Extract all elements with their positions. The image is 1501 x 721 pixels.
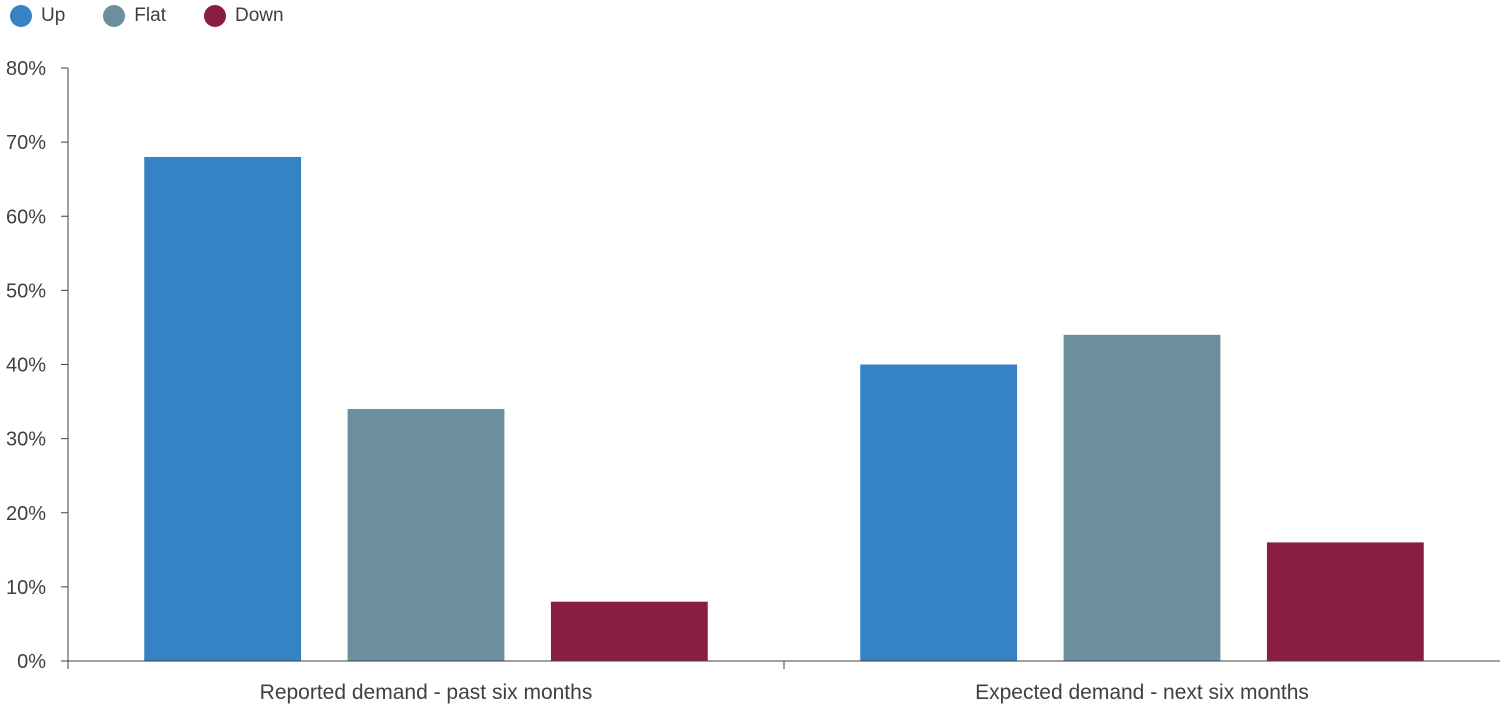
x-category-label: Expected demand - next six months — [975, 681, 1309, 704]
bar-flat-2 — [1063, 334, 1221, 661]
y-tick-label: 50% — [6, 280, 46, 302]
legend-item-down: Down — [203, 5, 284, 27]
bar-down-2 — [1266, 542, 1424, 661]
legend-label-down: Down — [234, 5, 284, 26]
bar-group — [144, 156, 1424, 661]
x-axis: Reported demand - past six months Expecte… — [68, 660, 1500, 704]
chart-legend: Up Flat Down — [10, 3, 322, 29]
y-axis: 0% 10% 20% 30% 40% 50% 60% 70% 80% — [6, 58, 69, 673]
y-tick-label: 0% — [17, 651, 46, 673]
legend-item-up: Up — [10, 5, 65, 27]
legend-item-flat: Flat — [103, 5, 166, 27]
x-category-label: Reported demand - past six months — [260, 681, 593, 704]
y-tick-label: 80% — [6, 58, 46, 80]
bar-up-1 — [144, 156, 302, 661]
y-tick-label: 70% — [6, 132, 46, 154]
legend-label-flat: Flat — [134, 5, 166, 26]
bar-down-1 — [550, 601, 708, 661]
y-tick-label: 30% — [6, 429, 46, 451]
y-tick-label: 20% — [6, 503, 46, 525]
bar-flat-1 — [347, 408, 505, 661]
legend-label-up: Up — [41, 5, 66, 26]
legend-swatch-down — [203, 5, 226, 27]
y-tick-label: 10% — [6, 577, 46, 599]
y-tick-label: 60% — [6, 206, 46, 228]
y-tick-label: 40% — [6, 355, 46, 377]
legend-swatch-up — [10, 5, 32, 27]
legend-swatch-flat — [103, 5, 126, 27]
bar-up-2 — [860, 364, 1018, 661]
